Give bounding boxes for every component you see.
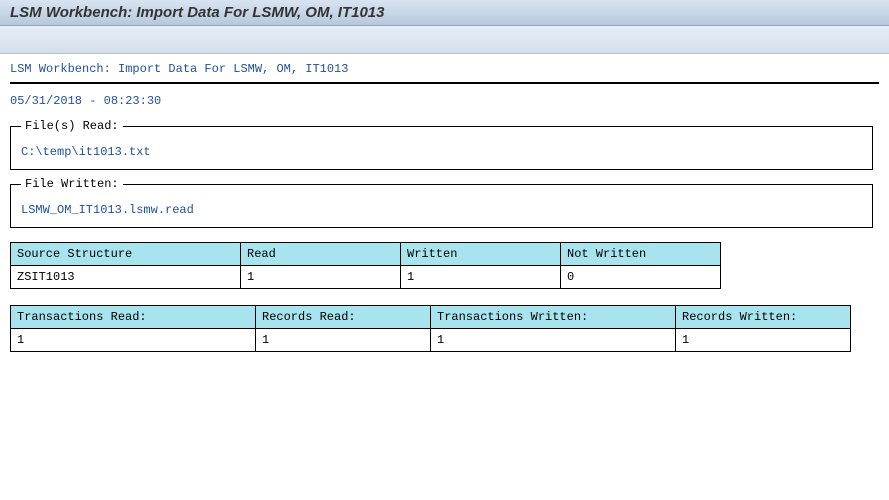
col-rec-read: Records Read: xyxy=(256,306,431,329)
files-read-group: File(s) Read: C:\temp\it1013.txt xyxy=(10,126,873,170)
table-header-row: Transactions Read: Records Read: Transac… xyxy=(11,306,851,329)
page-title: LSM Workbench: Import Data For LSMW, OM,… xyxy=(10,4,879,21)
subtitle: LSM Workbench: Import Data For LSMW, OM,… xyxy=(10,60,879,80)
col-source-structure: Source Structure xyxy=(11,243,241,266)
title-bar: LSM Workbench: Import Data For LSMW, OM,… xyxy=(0,0,889,26)
file-written-legend: File Written: xyxy=(21,177,123,191)
file-written-value: LSMW_OM_IT1013.lsmw.read xyxy=(21,203,862,217)
toolbar-strip xyxy=(0,26,889,54)
table-row: 1 1 1 1 xyxy=(11,329,851,352)
col-read: Read xyxy=(241,243,401,266)
cell-rec-written: 1 xyxy=(676,329,851,352)
cell-read: 1 xyxy=(241,266,401,289)
content-area: LSM Workbench: Import Data For LSMW, OM,… xyxy=(0,54,889,378)
table-row: ZSIT1013 1 1 0 xyxy=(11,266,721,289)
file-written-group: File Written: LSMW_OM_IT1013.lsmw.read xyxy=(10,184,873,228)
cell-rec-read: 1 xyxy=(256,329,431,352)
col-trx-read: Transactions Read: xyxy=(11,306,256,329)
cell-trx-written: 1 xyxy=(431,329,676,352)
col-rec-written: Records Written: xyxy=(676,306,851,329)
cell-trx-read: 1 xyxy=(11,329,256,352)
col-not-written: Not Written xyxy=(561,243,721,266)
col-trx-written: Transactions Written: xyxy=(431,306,676,329)
cell-not-written: 0 xyxy=(561,266,721,289)
divider xyxy=(10,82,879,84)
files-read-legend: File(s) Read: xyxy=(21,119,123,133)
cell-written: 1 xyxy=(401,266,561,289)
summary-table: Transactions Read: Records Read: Transac… xyxy=(10,305,851,352)
table-header-row: Source Structure Read Written Not Writte… xyxy=(11,243,721,266)
cell-structure: ZSIT1013 xyxy=(11,266,241,289)
source-structure-table: Source Structure Read Written Not Writte… xyxy=(10,242,721,289)
col-written: Written xyxy=(401,243,561,266)
timestamp: 05/31/2018 - 08:23:30 xyxy=(10,94,879,108)
files-read-value: C:\temp\it1013.txt xyxy=(21,145,862,159)
